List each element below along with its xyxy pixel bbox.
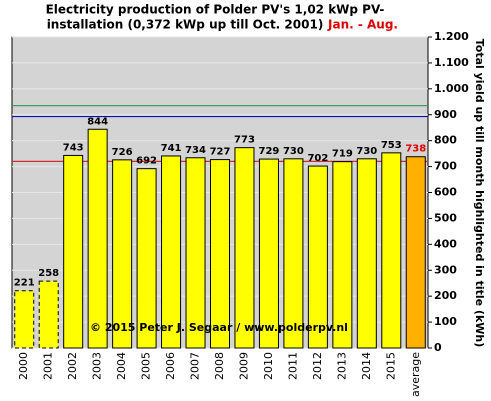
x-tick-label: 2015 [384, 352, 397, 380]
value-label: 727 [210, 147, 231, 158]
x-tick-label: 2000 [17, 352, 30, 380]
y-tick-label: 1.100 [434, 56, 469, 69]
value-label: 773 [234, 135, 255, 146]
value-label: 844 [87, 116, 108, 127]
x-tick-label: 2001 [42, 352, 55, 380]
value-label: 734 [185, 145, 206, 156]
value-label: 726 [112, 147, 133, 158]
annotation: © 2015 Peter J. Segaar / www.polderpv.nl [90, 321, 348, 334]
x-tick-label: 2003 [91, 352, 104, 380]
bar [14, 290, 35, 349]
bar [405, 156, 426, 349]
x-tick-label: 2005 [140, 352, 153, 380]
bar [356, 158, 377, 349]
bar [161, 155, 182, 349]
value-label: 719 [332, 149, 353, 160]
bar [87, 128, 108, 349]
value-label: 741 [161, 143, 182, 154]
y-tick-label: 400 [434, 237, 457, 250]
x-tick-label: 2006 [164, 352, 177, 380]
bar [112, 159, 133, 349]
bar [210, 159, 230, 349]
y-tick-label: 300 [434, 263, 457, 276]
x-tick-label: 2010 [262, 352, 275, 380]
x-tick-label: 2007 [189, 352, 202, 380]
x-tick-label: 2012 [311, 352, 324, 380]
value-label: 730 [283, 146, 304, 157]
y-tick-label: 0 [434, 341, 442, 354]
value-label: 738 [405, 144, 426, 155]
y-tick-label: 200 [434, 289, 457, 302]
x-tick-label: 2002 [66, 352, 79, 380]
x-tick-label: 2008 [213, 352, 226, 380]
y-tick-label: 900 [434, 108, 457, 121]
y-tick-label: 700 [434, 160, 457, 173]
y-tick-label: 500 [434, 211, 457, 224]
y-tick-label: 1.000 [434, 82, 469, 95]
chart-title: Electricity production of Polder PV's 1,… [46, 3, 385, 17]
bar [332, 161, 353, 349]
value-label: 729 [259, 146, 280, 157]
bar [258, 158, 279, 349]
bar [381, 152, 402, 349]
x-tick-label: average [409, 352, 422, 397]
x-tick-label: 2009 [237, 352, 250, 380]
bar [63, 154, 84, 349]
x-tick-label: 2014 [360, 352, 373, 380]
value-label: 753 [381, 140, 402, 151]
x-tick-label: 2013 [335, 352, 348, 380]
value-label: 730 [356, 146, 377, 157]
value-label: 221 [14, 278, 35, 289]
y-tick-label: 600 [434, 186, 457, 199]
bar [307, 165, 328, 349]
x-tick-label: 2011 [286, 352, 299, 380]
value-label: 743 [63, 142, 84, 153]
value-label: 702 [307, 153, 328, 164]
bar [185, 157, 206, 349]
bar [234, 147, 255, 349]
chart-title-highlight: Jan. - Aug. [327, 18, 398, 32]
y-tick-label: 800 [434, 134, 457, 147]
bar [136, 168, 157, 349]
y-tick-label: 100 [434, 315, 457, 328]
bar [38, 280, 59, 349]
bar [283, 158, 304, 349]
y-tick-label: 1.200 [434, 30, 469, 43]
y-axis-label: Total yield up till month highlighted in… [473, 39, 486, 348]
value-label: 692 [136, 156, 157, 167]
value-label: 258 [38, 268, 59, 279]
x-tick-label: 2004 [115, 352, 128, 380]
chart-title-line2: installation (0,372 kWp up till Oct. 200… [47, 18, 324, 32]
